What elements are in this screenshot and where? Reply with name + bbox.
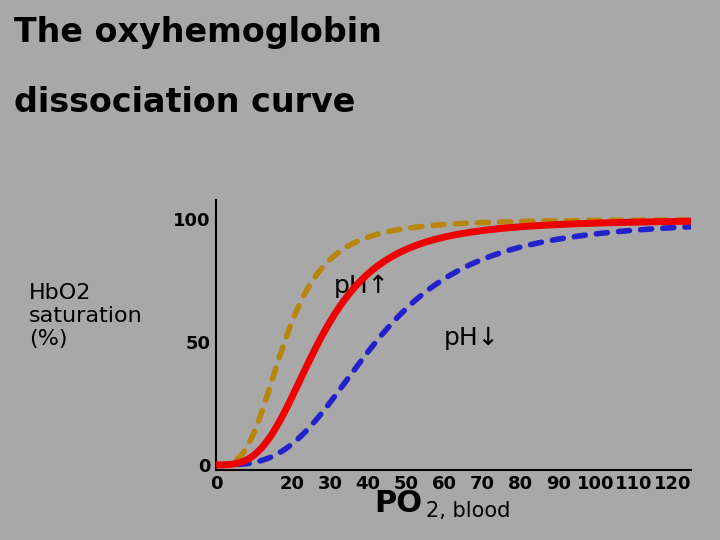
Text: dissociation curve: dissociation curve (14, 86, 356, 119)
Text: PO: PO (374, 489, 423, 518)
Text: HbO2
saturation
(%): HbO2 saturation (%) (29, 283, 143, 349)
Text: The oxyhemoglobin: The oxyhemoglobin (14, 16, 382, 49)
Text: pH↑: pH↑ (334, 274, 390, 298)
Text: pH↓: pH↓ (444, 326, 500, 349)
Text: 2, blood: 2, blood (426, 501, 510, 521)
